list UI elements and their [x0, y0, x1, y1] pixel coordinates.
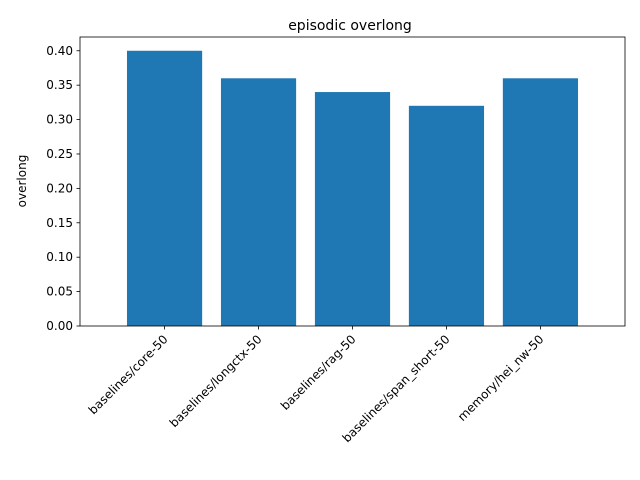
- y-axis-ticks: 0.00 0.05 0.10 0.15 0.20 0.25 0.30 0.35 0.40: [46, 44, 80, 333]
- bar-0: [126, 50, 203, 327]
- x-tick-label-4: memory/hei_nw-50: [455, 332, 547, 424]
- y-tick-label-6: 0.30: [46, 113, 73, 127]
- bar-3: [408, 105, 485, 326]
- bar-2: [314, 92, 391, 326]
- y-tick-label-3: 0.15: [46, 216, 73, 230]
- y-tick-label-0: 0.00: [46, 319, 73, 333]
- x-tick-label-3: baselines/span_short-50: [340, 332, 453, 445]
- y-tick-label-1: 0.05: [46, 285, 73, 299]
- y-tick-label-8: 0.40: [46, 44, 73, 58]
- y-axis-label: overlong: [15, 155, 29, 208]
- x-tick-label-2: baselines/rag-50: [278, 332, 359, 413]
- y-tick-label-4: 0.20: [46, 181, 73, 195]
- x-tick-label-1: baselines/longctx-50: [167, 332, 265, 430]
- y-tick-label-2: 0.10: [46, 250, 73, 264]
- plot-frame: [79, 36, 626, 327]
- y-tick-label-7: 0.35: [46, 78, 73, 92]
- bar-1: [220, 78, 297, 327]
- y-tick-label-5: 0.25: [46, 147, 73, 161]
- bars-group: [126, 50, 579, 327]
- chart-title: episodic overlong: [288, 18, 412, 34]
- bar-4: [502, 78, 579, 327]
- axes-frame: [79, 36, 626, 327]
- x-tick-label-0: baselines/core-50: [86, 332, 171, 417]
